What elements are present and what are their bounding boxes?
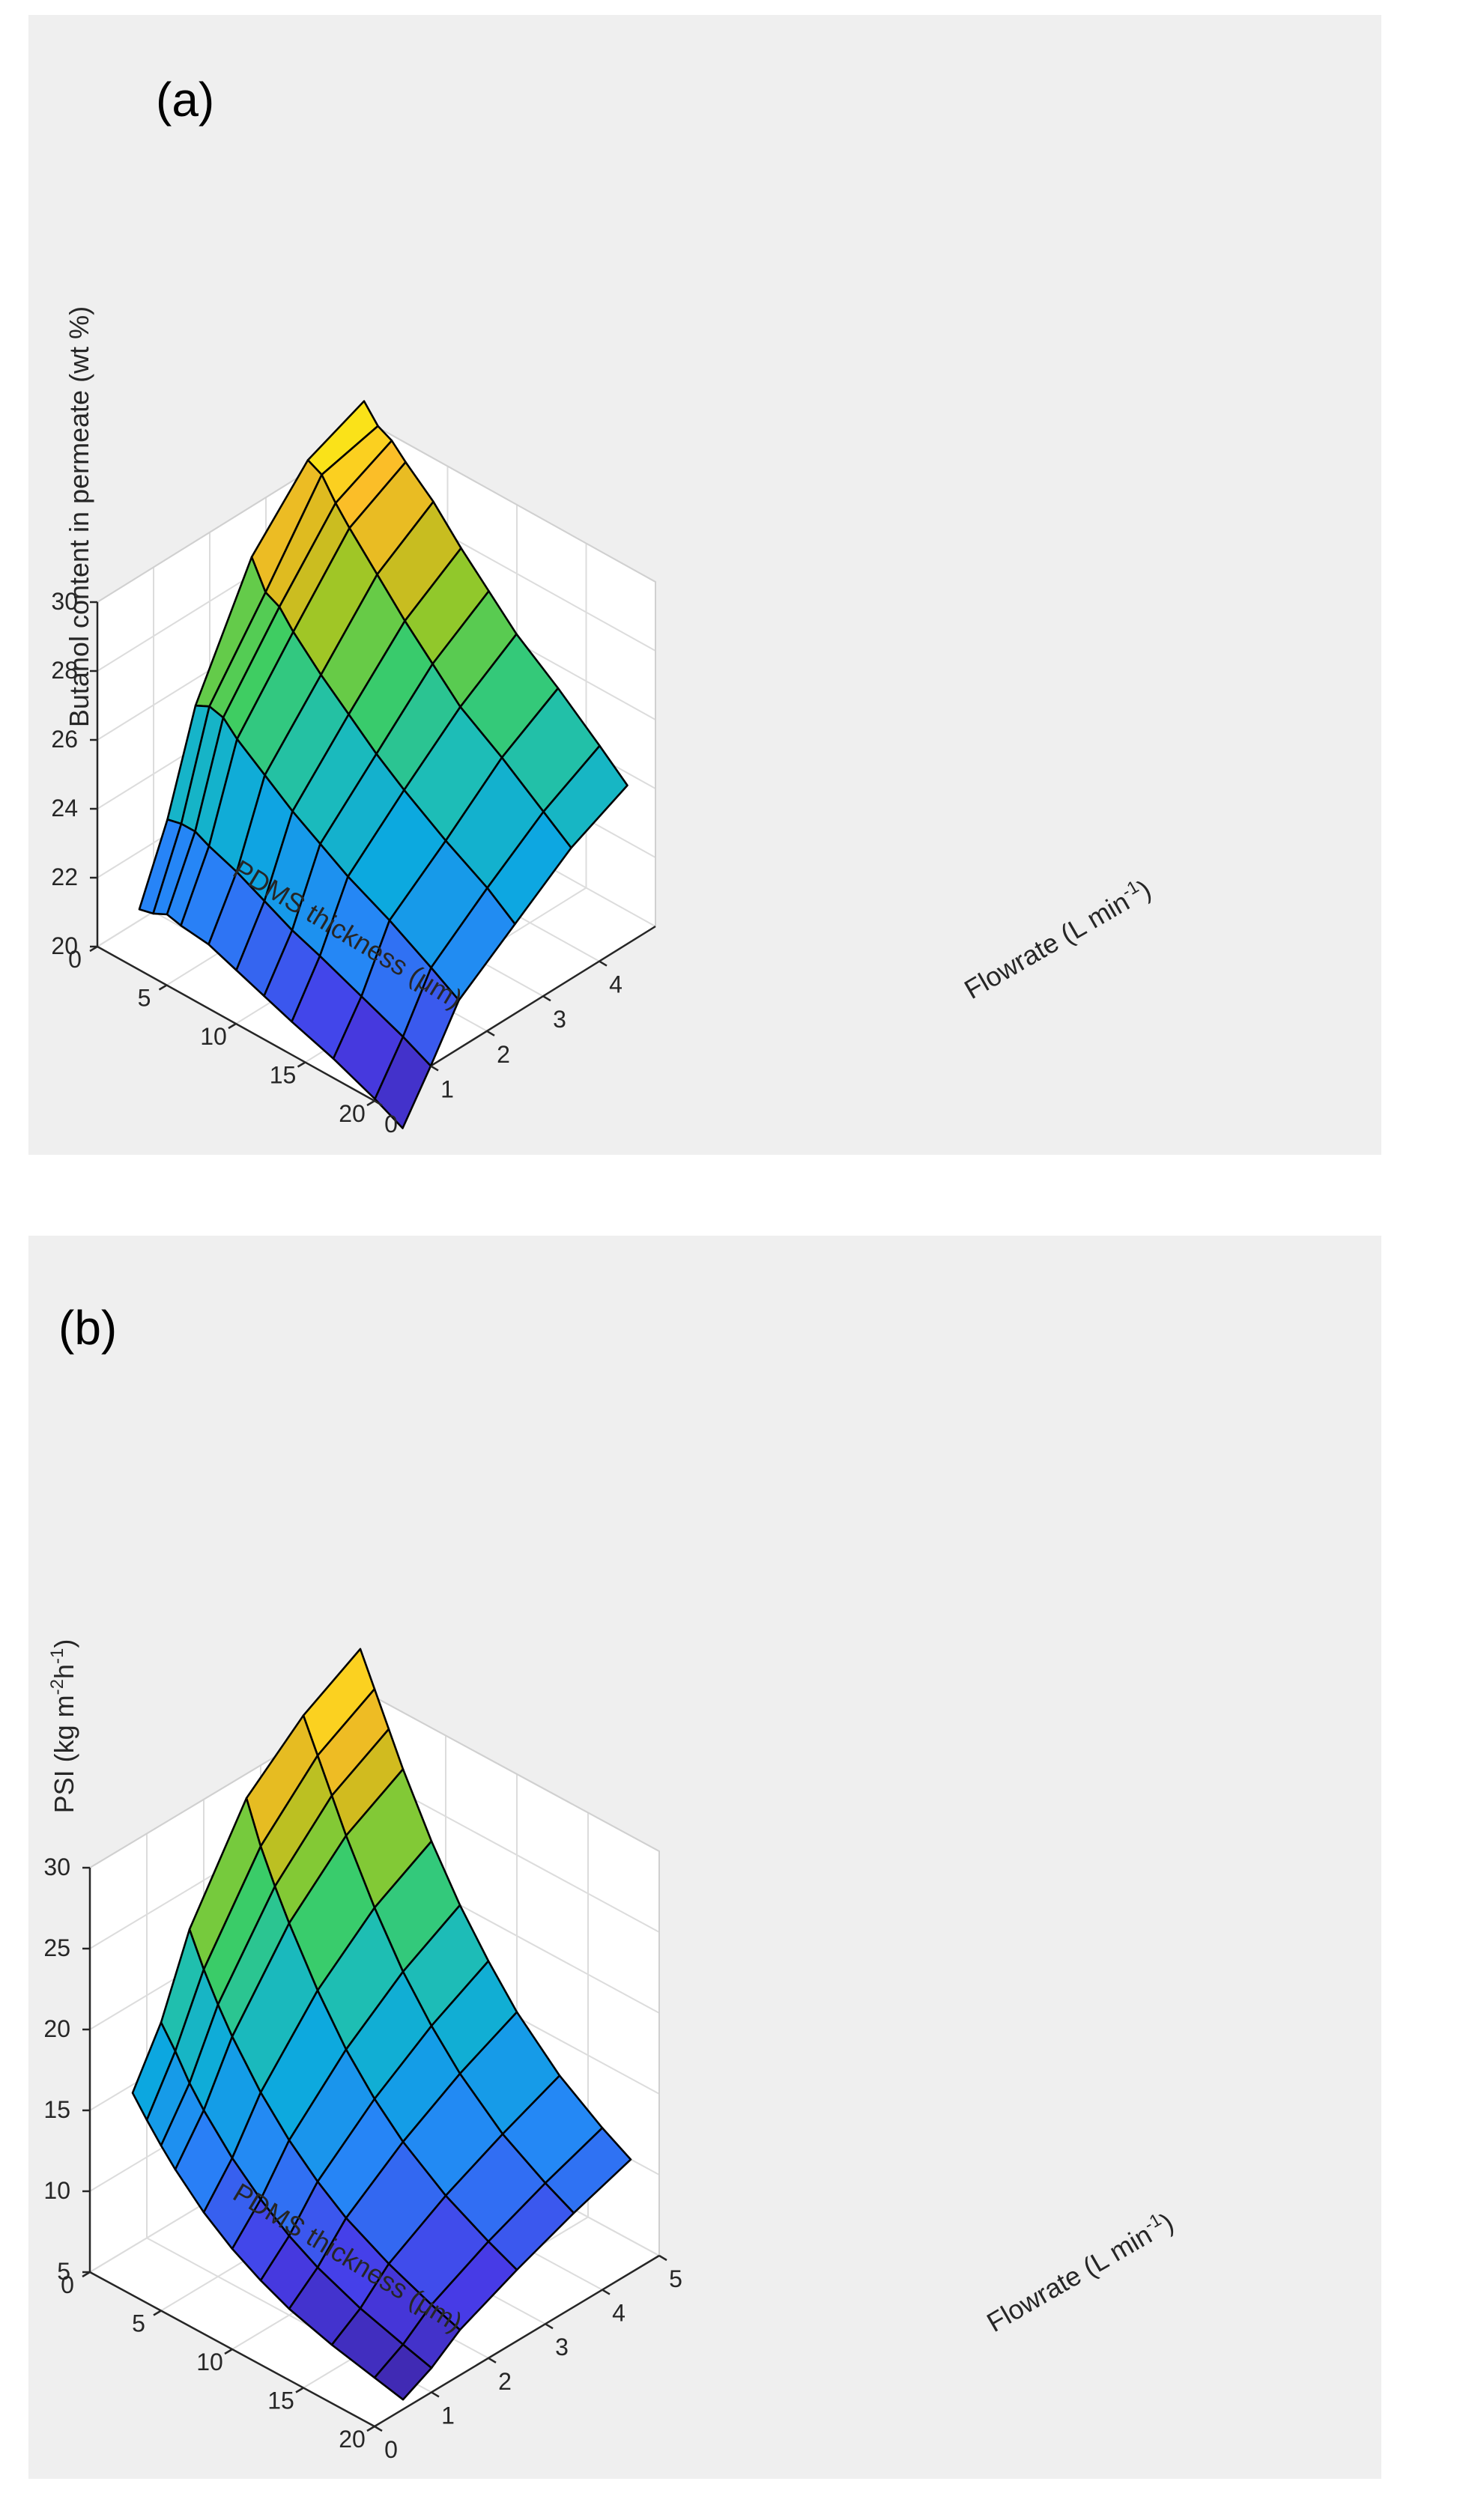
x-tick-mark — [153, 2310, 162, 2316]
x-tick-label: 20 — [339, 1100, 366, 1127]
x-tick-label: 10 — [200, 1023, 227, 1050]
z-axis-label-a: Butanol content in permeate (wt %) — [64, 306, 94, 727]
y-tick-label: 2 — [497, 1041, 510, 1068]
z-tick-label: 25 — [43, 1934, 70, 1961]
surface-a — [138, 400, 628, 1129]
x-tick-mark — [297, 1061, 306, 1068]
y-tick-mark — [602, 2289, 611, 2295]
x-tick-label: 5 — [138, 985, 151, 1012]
y-tick-label: 4 — [612, 2300, 626, 2327]
y-tick-mark — [486, 1030, 495, 1036]
x-tick-mark — [366, 2425, 375, 2432]
y-tick-label: 1 — [440, 1075, 454, 1102]
y-tick-label: 3 — [555, 2334, 569, 2360]
y-tick-label: 4 — [609, 971, 623, 998]
y-tick-mark — [658, 2254, 667, 2262]
z-tick-label: 30 — [51, 588, 78, 615]
y-tick-mark — [542, 995, 551, 1002]
y-tick-label: 5 — [669, 2265, 682, 2292]
z-tick-label: 22 — [51, 863, 78, 890]
chart-panel-b: 0 5 10 15 20 0 1 2 3 4 5 5 10 15 20 25 30 (b) PSI (kg m-… — [28, 1236, 1381, 2479]
z-tick-label: 10 — [43, 2177, 70, 2204]
panel-label-b: (b) — [58, 1301, 117, 1355]
x-tick-mark — [366, 1099, 375, 1107]
y-axis-line — [374, 2254, 660, 2428]
y-axis-label-b: Flowrate (L min-1) — [981, 2205, 1178, 2338]
y-tick-mark — [374, 2425, 383, 2432]
z-tick-label: 20 — [51, 932, 78, 959]
y-tick-mark — [545, 2323, 554, 2330]
surface-facet — [373, 2343, 433, 2401]
x-tick-mark — [224, 2348, 233, 2355]
x-tick-label: 15 — [267, 2387, 294, 2414]
x-tick-label: 10 — [196, 2349, 223, 2375]
chart-panel-a: 0 5 10 15 20 0 1 2 3 4 20 22 24 26 28 30 (a) Butanol co… — [28, 15, 1381, 1155]
y-tick-label: 2 — [498, 2368, 512, 2395]
z-tick-label: 26 — [51, 726, 78, 753]
z-tick-label: 20 — [43, 2015, 70, 2042]
surface-b — [131, 1648, 632, 2401]
z-axis-label-b: PSI (kg m-2h-1) — [47, 1639, 79, 1814]
x-tick-mark — [158, 984, 168, 991]
y-tick-label: 1 — [441, 2402, 455, 2429]
z-tick-label: 15 — [43, 2096, 70, 2123]
y-tick-label: 0 — [384, 1111, 398, 1138]
y-tick-mark — [431, 2391, 440, 2398]
x-tick-label: 0 — [61, 2271, 74, 2298]
y-tick-mark — [488, 2357, 497, 2363]
panel-label-a: (a) — [156, 73, 214, 127]
y-tick-label: 0 — [384, 2436, 398, 2463]
x-tick-label: 20 — [339, 2426, 366, 2453]
z-tick-label: 5 — [57, 2258, 70, 2285]
y-tick-mark — [430, 1065, 439, 1072]
x-tick-mark — [295, 2387, 304, 2393]
x-tick-label: 5 — [132, 2310, 145, 2337]
y-tick-mark — [599, 960, 608, 967]
x-tick-label: 15 — [270, 1062, 297, 1089]
x-tick-label: 0 — [68, 946, 82, 973]
y-axis-label-a: Flowrate (L min-1) — [958, 872, 1156, 1005]
y-tick-mark — [374, 1099, 383, 1107]
x-tick-mark — [228, 1022, 237, 1030]
z-tick-label: 24 — [51, 795, 78, 822]
z-tick-label: 28 — [51, 657, 78, 684]
y-tick-label: 3 — [553, 1006, 566, 1033]
z-tick-label: 30 — [43, 1853, 70, 1880]
